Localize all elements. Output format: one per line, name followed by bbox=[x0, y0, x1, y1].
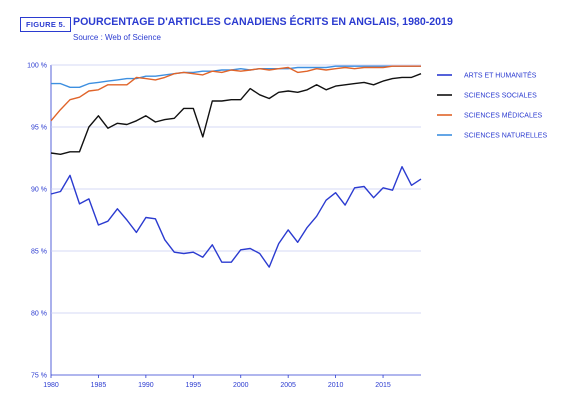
legend-label: SCIENCES NATURELLES bbox=[464, 133, 547, 140]
x-tick-label: 2015 bbox=[375, 382, 391, 389]
chart-source: Source : Web of Science bbox=[73, 33, 161, 42]
x-tick-label: 1995 bbox=[186, 382, 202, 389]
series-line-1 bbox=[50, 165, 422, 268]
y-tick-label: 90 % bbox=[31, 187, 47, 194]
legend-label: ARTS ET HUMANITÉS bbox=[464, 71, 537, 80]
x-tick-label: 2005 bbox=[280, 382, 296, 389]
series-line-4 bbox=[51, 65, 421, 89]
legend-label: SCIENCES SOCIALES bbox=[464, 93, 537, 100]
figure-label: FIGURE 5. bbox=[20, 17, 72, 32]
x-tick-label: 1980 bbox=[43, 382, 59, 389]
series-line-3 bbox=[50, 65, 421, 122]
y-tick-label: 100 % bbox=[27, 63, 47, 70]
series-line-2 bbox=[50, 73, 422, 156]
x-tick-label: 1990 bbox=[138, 382, 154, 389]
y-tick-label: 95 % bbox=[31, 125, 47, 132]
y-tick-label: 75 % bbox=[31, 373, 47, 380]
chart-title: POURCENTAGE D'ARTICLES CANADIENS ÉCRITS … bbox=[73, 16, 453, 28]
x-tick-label: 2000 bbox=[233, 382, 249, 389]
y-tick-label: 85 % bbox=[31, 249, 47, 256]
x-tick-label: 2010 bbox=[328, 382, 344, 389]
legend-label: SCIENCES MÉDICALES bbox=[464, 111, 543, 120]
y-tick-label: 80 % bbox=[31, 311, 47, 318]
x-tick-label: 1985 bbox=[91, 382, 107, 389]
